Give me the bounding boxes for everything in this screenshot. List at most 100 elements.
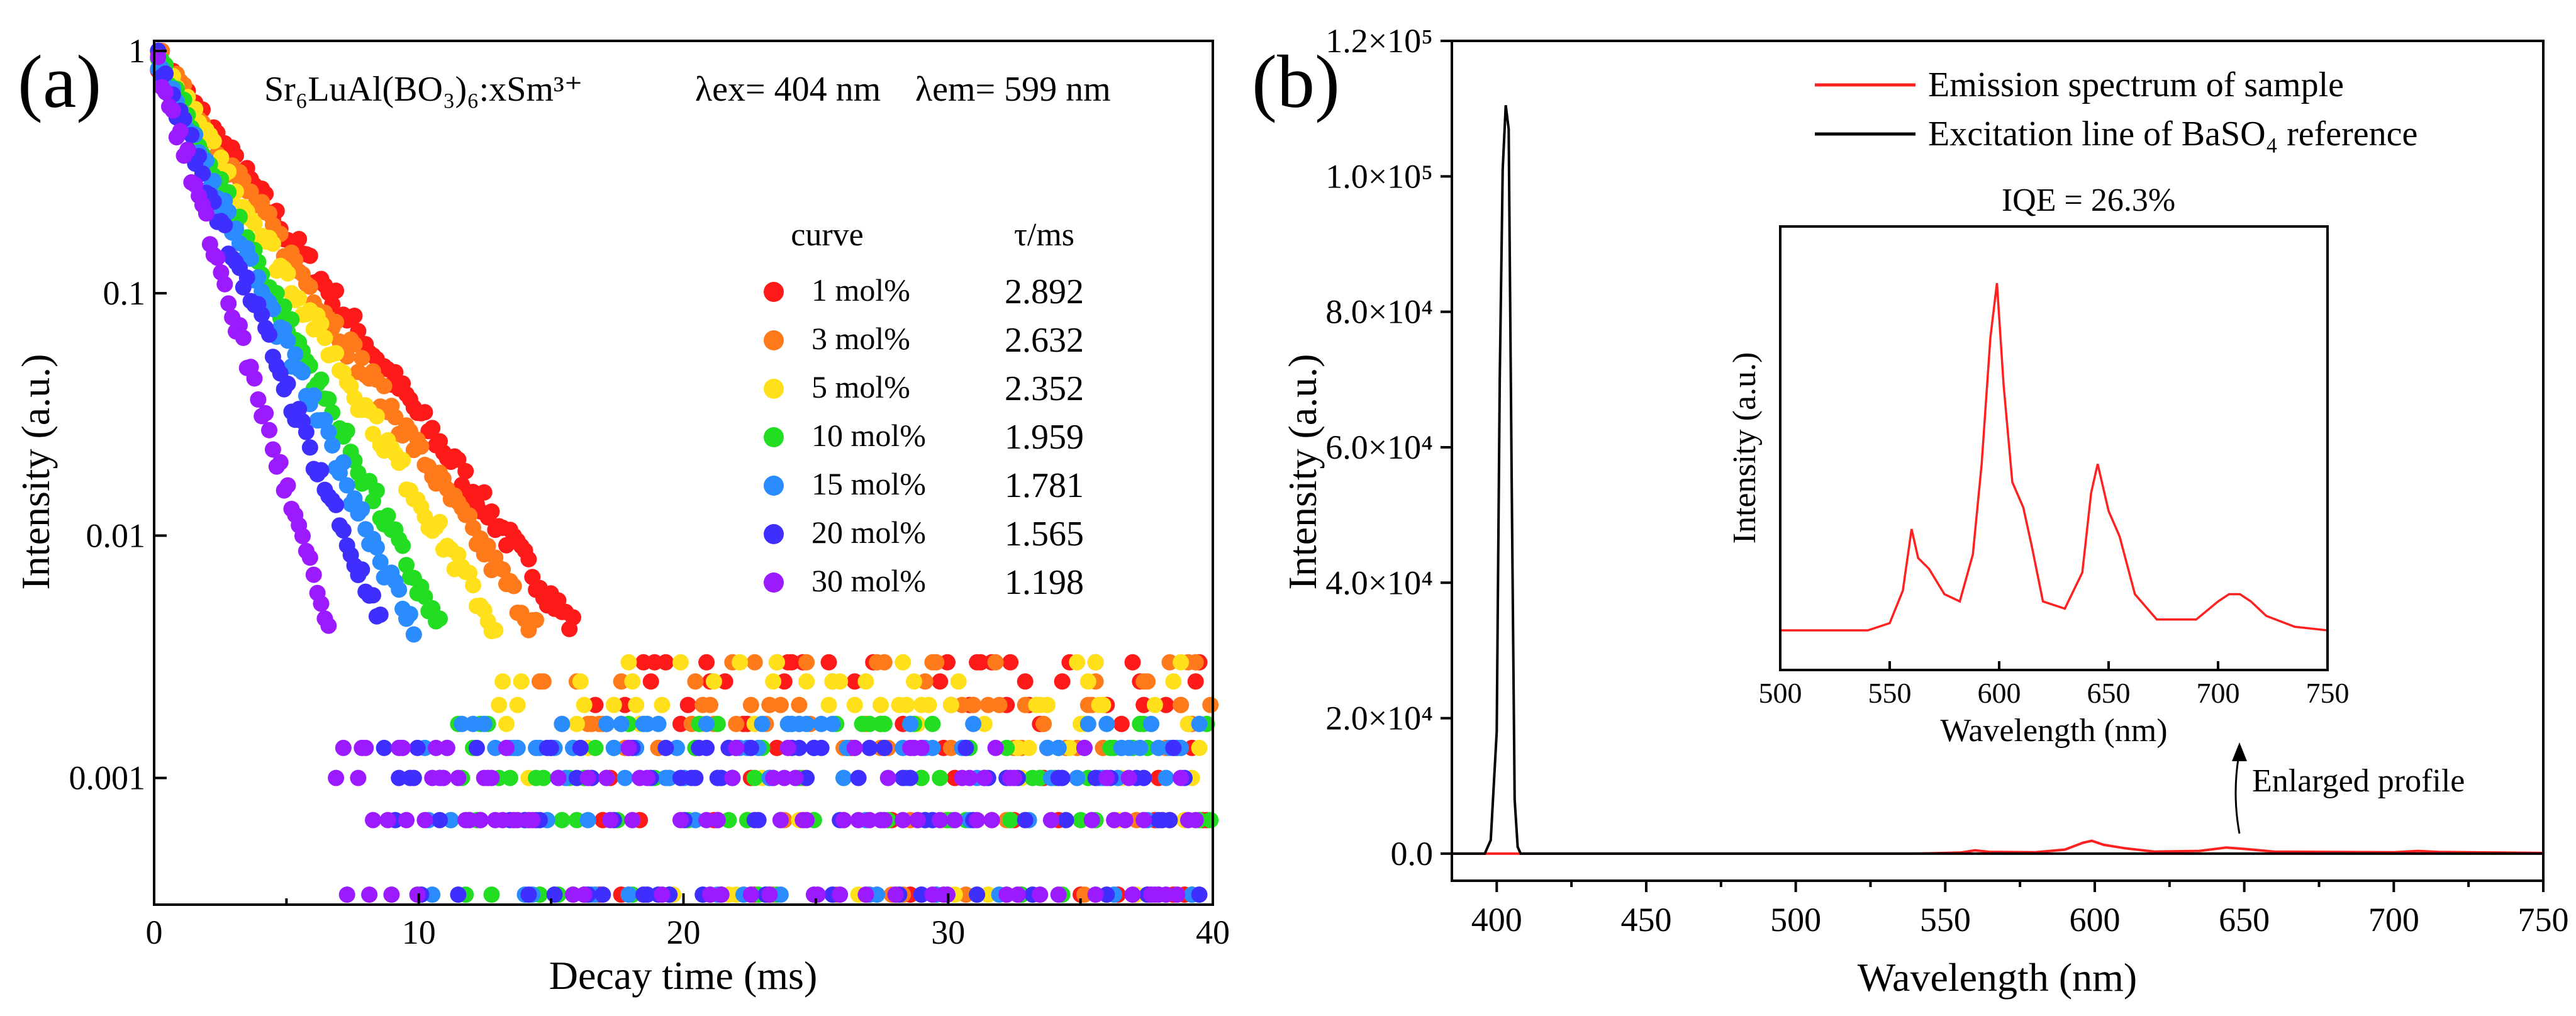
legend-curve-label: 1 mol% bbox=[811, 272, 910, 308]
decay-point bbox=[832, 886, 849, 903]
decay-point bbox=[328, 345, 345, 362]
decay-point bbox=[1002, 812, 1019, 829]
decay-point bbox=[983, 812, 1000, 829]
decay-point bbox=[338, 886, 355, 903]
decay-point bbox=[405, 769, 422, 786]
panel-b-y-tick-label: 8.0×10⁴ bbox=[1325, 293, 1433, 331]
legend-curve-label: 3 mol% bbox=[811, 321, 910, 356]
decay-point bbox=[798, 715, 815, 732]
decay-point bbox=[798, 654, 815, 671]
panel-b-y-tick-label: 1.2×10⁵ bbox=[1325, 22, 1433, 60]
decay-point bbox=[346, 336, 363, 353]
decay-point bbox=[991, 696, 1008, 713]
inset-x-axis: 500 550 600 650 700 750 bbox=[1759, 661, 2350, 709]
decay-point bbox=[728, 715, 745, 732]
decay-point bbox=[416, 404, 433, 421]
decay-point bbox=[205, 133, 222, 150]
inset-y-axis-title: Intensity (a.u.) bbox=[1727, 352, 1763, 544]
decay-point bbox=[820, 654, 837, 671]
legend-tau-value: 1.198 bbox=[1005, 563, 1084, 602]
legend-tau-value: 2.632 bbox=[1005, 321, 1084, 360]
decay-point bbox=[328, 769, 345, 786]
decay-point bbox=[483, 769, 500, 786]
decay-point bbox=[742, 886, 759, 903]
decay-point bbox=[969, 886, 986, 903]
decay-point bbox=[846, 739, 863, 756]
decay-point bbox=[850, 769, 867, 786]
decay-point bbox=[787, 769, 804, 786]
decay-point bbox=[405, 626, 422, 643]
decay-point bbox=[1035, 715, 1052, 732]
decay-point bbox=[313, 462, 330, 479]
decay-point bbox=[305, 566, 322, 583]
decay-point bbox=[687, 769, 704, 786]
decay-point bbox=[264, 441, 281, 458]
decay-point bbox=[335, 739, 352, 756]
decay-point bbox=[824, 715, 841, 732]
decay-point bbox=[798, 812, 815, 829]
decay-point bbox=[365, 587, 381, 604]
inset-x-tick-label: 750 bbox=[2306, 677, 2350, 709]
decay-point bbox=[1050, 886, 1067, 903]
decay-point bbox=[520, 886, 537, 903]
decay-point bbox=[576, 886, 593, 903]
decay-point bbox=[157, 84, 174, 101]
decay-point bbox=[416, 812, 433, 829]
decay-point bbox=[298, 423, 315, 440]
decay-point bbox=[513, 673, 530, 690]
decay-point bbox=[432, 513, 448, 530]
decay-point bbox=[961, 769, 978, 786]
decay-point bbox=[494, 561, 511, 578]
panel-b-series bbox=[1452, 105, 2544, 855]
decay-point bbox=[1057, 812, 1074, 829]
decay-point bbox=[598, 769, 615, 786]
decay-point bbox=[846, 696, 863, 713]
decay-point bbox=[932, 769, 949, 786]
decay-point bbox=[920, 696, 937, 713]
decay-point bbox=[313, 315, 330, 332]
decay-point bbox=[1124, 886, 1141, 903]
decay-series-7 bbox=[150, 48, 1204, 903]
panel-b-x-tick-label: 700 bbox=[2368, 901, 2419, 939]
legend-marker bbox=[764, 476, 784, 496]
decay-point bbox=[906, 673, 922, 690]
decay-point bbox=[1202, 696, 1219, 713]
decay-point bbox=[301, 278, 318, 295]
decay-point bbox=[587, 739, 604, 756]
decay-point bbox=[272, 454, 289, 471]
decay-point bbox=[1173, 654, 1190, 671]
decay-point bbox=[965, 715, 982, 732]
decay-point bbox=[713, 886, 730, 903]
panel-b-frame bbox=[1451, 40, 2545, 882]
legend-header-curve: curve bbox=[791, 217, 863, 253]
legend-tau-value: 1.959 bbox=[1005, 418, 1084, 457]
decay-point bbox=[835, 812, 852, 829]
decay-point bbox=[572, 673, 589, 690]
panel-b-inset: IQE = 26.3% 500 550 600 650 700 750 Wavelengt… bbox=[1727, 182, 2350, 749]
decay-point bbox=[1173, 769, 1190, 786]
decay-point bbox=[291, 401, 308, 418]
decay-point bbox=[301, 247, 318, 264]
decay-point bbox=[1095, 696, 1112, 713]
decay-point bbox=[654, 696, 671, 713]
decay-point bbox=[1017, 812, 1034, 829]
decay-point bbox=[491, 696, 508, 713]
decay-point bbox=[301, 439, 318, 456]
legend-tau-value: 1.565 bbox=[1005, 515, 1084, 554]
decay-point bbox=[1157, 769, 1174, 786]
decay-point bbox=[746, 769, 763, 786]
decay-point bbox=[313, 595, 330, 612]
decay-point bbox=[654, 886, 671, 903]
decay-point bbox=[235, 330, 252, 346]
decay-point bbox=[368, 408, 385, 425]
decay-point bbox=[291, 290, 308, 307]
decay-point bbox=[487, 622, 504, 639]
panel-b-y-axis-title: Intensity (a.u.) bbox=[1280, 354, 1325, 590]
legend-tau-value: 2.892 bbox=[1005, 272, 1084, 311]
decay-point bbox=[620, 886, 637, 903]
decay-point bbox=[598, 715, 615, 732]
decay-point bbox=[568, 715, 585, 732]
decay-point bbox=[535, 769, 552, 786]
panel-a-y-tick-label: 0.01 bbox=[86, 516, 146, 554]
decay-point bbox=[772, 812, 789, 829]
